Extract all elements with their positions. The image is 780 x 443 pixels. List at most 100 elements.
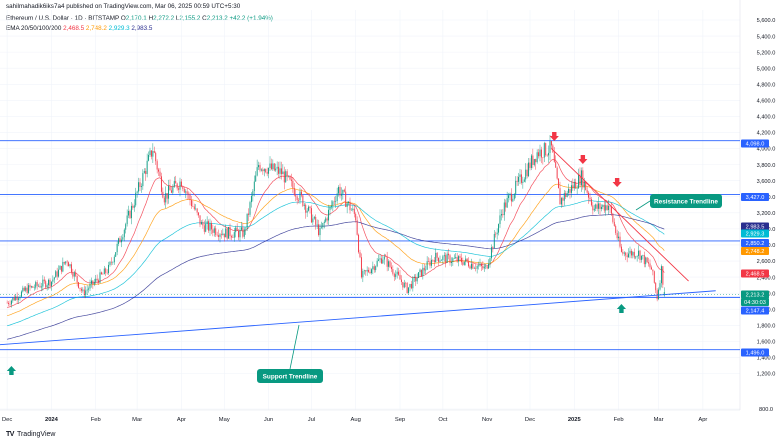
candle-body bbox=[18, 298, 20, 300]
ema200-value: 2,983.5 bbox=[131, 25, 153, 32]
y-tick-label: 5,200.0 bbox=[757, 50, 776, 56]
candle-body bbox=[69, 264, 71, 267]
candle-body bbox=[473, 268, 475, 269]
candle-body bbox=[369, 271, 371, 274]
candle-body bbox=[290, 179, 292, 181]
ohlc-high-label: H bbox=[148, 15, 154, 22]
candle-body bbox=[433, 260, 435, 263]
candle-body bbox=[439, 260, 441, 262]
candle-body bbox=[650, 267, 652, 270]
candle-body bbox=[558, 178, 560, 189]
candle-body bbox=[120, 239, 122, 243]
y-tick-label: 3,200.0 bbox=[757, 211, 776, 217]
candle-body bbox=[348, 201, 350, 204]
candle-body bbox=[163, 197, 165, 203]
price-tag-label: 2,213.2 bbox=[746, 293, 765, 299]
candle-body bbox=[169, 185, 171, 191]
support-trendline[interactable] bbox=[0, 290, 716, 346]
candle-body bbox=[648, 262, 650, 264]
up-arrow-icon bbox=[616, 304, 627, 313]
candle-body bbox=[526, 169, 528, 177]
candle-body bbox=[215, 228, 217, 235]
candle-body bbox=[249, 202, 251, 215]
candle-body bbox=[79, 287, 81, 289]
candle-body bbox=[90, 280, 92, 284]
candle-body bbox=[393, 273, 395, 277]
y-tick-label: 5,400.0 bbox=[757, 34, 776, 40]
candle-body bbox=[448, 253, 450, 256]
candle-body bbox=[383, 256, 385, 260]
candle-body bbox=[112, 262, 114, 263]
candle-body bbox=[226, 228, 228, 239]
candle-body bbox=[356, 220, 358, 235]
candle-body bbox=[420, 269, 422, 277]
candle-body bbox=[619, 236, 621, 247]
candle-body bbox=[395, 274, 397, 277]
x-tick-label: Feb bbox=[91, 417, 101, 423]
candle-body bbox=[610, 206, 612, 214]
candle-body bbox=[270, 163, 272, 170]
candle-body bbox=[26, 287, 28, 293]
resistance-trendline-label-box[interactable] bbox=[650, 194, 722, 208]
candle-body bbox=[49, 279, 51, 287]
ema-legend: EMA 20/50/100/200 2,468.5 2,748.2 2,929.… bbox=[6, 25, 152, 32]
candle-body bbox=[570, 185, 572, 193]
ohlc-open: 2,170.1 bbox=[125, 15, 147, 22]
candle-body bbox=[499, 215, 501, 225]
candle-body bbox=[633, 251, 635, 258]
y-tick-label: 4,600.0 bbox=[757, 99, 776, 105]
candle-body bbox=[445, 255, 447, 263]
candle-body bbox=[159, 171, 161, 177]
candle-body bbox=[409, 283, 411, 288]
support-trendline-label-box[interactable] bbox=[257, 369, 323, 383]
candle-body bbox=[55, 271, 57, 278]
candle-body bbox=[220, 234, 222, 235]
candle-body bbox=[493, 233, 495, 249]
candle-body bbox=[600, 206, 602, 209]
y-tick-label: 1,200.0 bbox=[757, 372, 776, 378]
candle-body bbox=[530, 155, 532, 168]
candle-body bbox=[293, 188, 295, 196]
candle-body bbox=[339, 186, 341, 196]
candle-body bbox=[392, 269, 394, 274]
candle-body bbox=[345, 191, 347, 207]
candle-body bbox=[388, 261, 390, 267]
y-tick-label: 3,600.0 bbox=[757, 179, 776, 185]
candle-body bbox=[288, 175, 290, 177]
candle-body bbox=[239, 229, 241, 238]
candle-body bbox=[32, 286, 34, 288]
candle-body bbox=[612, 213, 614, 222]
candle-body bbox=[660, 266, 662, 284]
candle-body bbox=[19, 296, 21, 299]
candle-body bbox=[476, 265, 478, 269]
candle-body bbox=[460, 257, 462, 263]
candle-body bbox=[328, 209, 330, 221]
candle-body bbox=[478, 265, 480, 267]
candle-body bbox=[593, 208, 595, 211]
candle-body bbox=[150, 150, 152, 157]
candle-body bbox=[9, 303, 11, 305]
tradingview-brand[interactable]: TV TradingView bbox=[6, 431, 55, 438]
candle-body bbox=[338, 186, 340, 194]
candle-body bbox=[606, 205, 608, 210]
price-tag-label: 2,468.5 bbox=[746, 272, 765, 278]
candle-body bbox=[202, 222, 204, 226]
candle-body bbox=[105, 268, 107, 273]
candle-body bbox=[632, 251, 634, 256]
ema-label[interactable]: EMA 20/50/100/200 bbox=[6, 25, 62, 32]
candle-body bbox=[223, 233, 225, 238]
candle-body bbox=[470, 263, 472, 269]
price-tag bbox=[741, 269, 769, 278]
candle-body bbox=[609, 205, 611, 207]
candle-body bbox=[378, 259, 380, 261]
candle-body bbox=[22, 287, 24, 292]
candle-body bbox=[119, 238, 121, 243]
x-tick-label: Oct bbox=[438, 417, 447, 423]
resistance-trendline[interactable] bbox=[551, 148, 689, 282]
candle-body bbox=[479, 263, 481, 266]
candle-body bbox=[346, 203, 348, 207]
candle-body bbox=[42, 279, 44, 287]
candle-body bbox=[565, 193, 567, 198]
symbol-name[interactable]: Ethereum / U.S. Dollar · 1D · BITSTAMP bbox=[6, 15, 120, 22]
